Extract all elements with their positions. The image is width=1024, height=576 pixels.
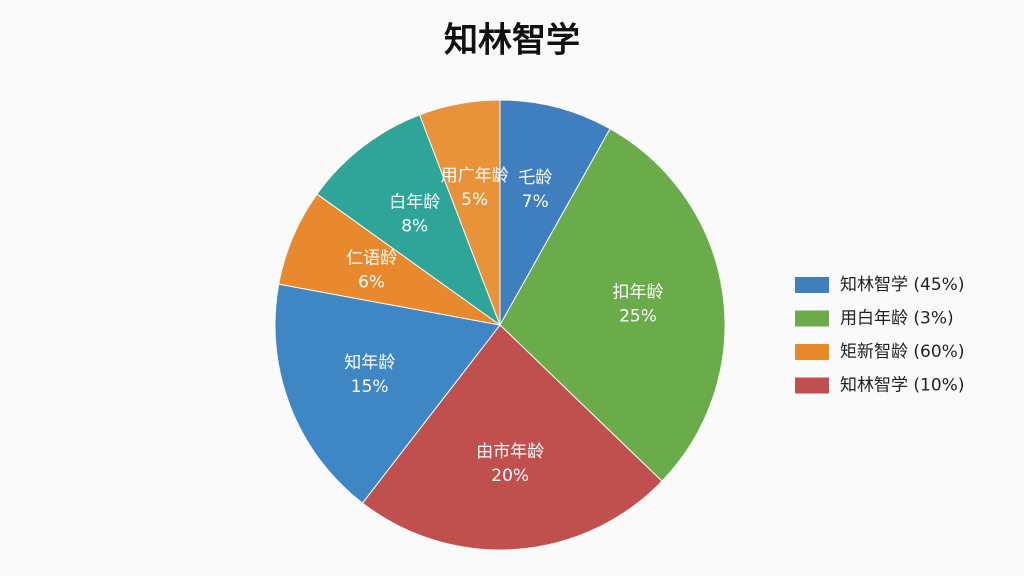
slice-label: 乇龄 [518, 168, 552, 188]
slice-label: 知年龄 [344, 353, 395, 373]
slice-value: 6% [358, 272, 385, 292]
legend-swatch [795, 344, 829, 360]
slice-value: 25% [619, 307, 657, 327]
slice-value: 5% [461, 190, 488, 210]
slice-label: 仁语龄 [346, 248, 397, 268]
slice-label: 用广年龄 [441, 166, 509, 186]
legend-label: 知林智学 (10%) [840, 376, 964, 396]
chart-title: 知林智学 [444, 21, 580, 61]
slice-label: 扣年龄 [613, 283, 664, 303]
legend-swatch [795, 310, 829, 327]
slice-value: 7% [522, 192, 549, 212]
slice-value: 20% [491, 466, 529, 486]
slice-value: 8% [401, 217, 428, 237]
slice-value: 15% [351, 377, 389, 397]
pie-slice [316, 114, 502, 327]
slice-label: 白年龄 [389, 193, 440, 213]
pie-slice [418, 99, 501, 326]
legend-label: 矩新智龄 (60%) [840, 342, 964, 362]
legend-swatch [795, 277, 829, 293]
slice-label: 由市年龄 [476, 442, 544, 462]
pie-slice [499, 128, 726, 482]
pie-slice [361, 324, 663, 551]
pie-slice [499, 99, 611, 327]
legend-label: 知林智学 (45%) [840, 275, 964, 295]
legend-label: 用白年龄 (3%) [840, 309, 954, 329]
pie-slice [274, 283, 501, 504]
legend-swatch [795, 377, 829, 394]
